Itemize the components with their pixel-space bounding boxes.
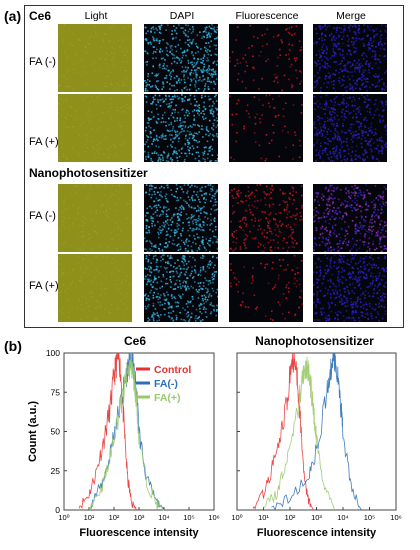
tile-light-nano-fa-plus bbox=[58, 254, 132, 322]
y-tick-label-0-1: 25 bbox=[51, 466, 61, 476]
chart-title-nanophotosensitizer: Nanophotosensitizer bbox=[255, 334, 374, 348]
series-line-1-control bbox=[252, 352, 314, 511]
group-title-nanophotosensitizer: Nanophotosensitizer bbox=[29, 166, 148, 180]
x-tick-label-1-2: 10² bbox=[285, 513, 296, 522]
tile-light-nano-fa-minus bbox=[58, 184, 132, 252]
series-line-0-control bbox=[78, 352, 137, 511]
plot-frame-1 bbox=[236, 352, 397, 511]
panel-b-label: (b) bbox=[4, 338, 22, 354]
tile-fluorescence-ce6-fa-plus bbox=[229, 94, 303, 162]
tile-fluorescence-ce6-fa-minus bbox=[229, 24, 303, 92]
tile-light-ce6-fa-plus bbox=[58, 94, 132, 162]
series-line-0-fa bbox=[88, 352, 164, 511]
row-label-ce6-fa-plus: FA (+) bbox=[29, 136, 59, 148]
x-tick-label-1-6: 10⁶ bbox=[390, 513, 401, 522]
y-tick-label-0-2: 50 bbox=[51, 427, 61, 437]
x-tick-label-1-3: 10³ bbox=[311, 513, 322, 522]
chart-title-ce6: Ce6 bbox=[123, 334, 146, 348]
tile-merge-ce6-fa-minus bbox=[313, 24, 387, 92]
tile-fluorescence-nano-fa-minus bbox=[229, 184, 303, 252]
x-tick-label-0-5: 10⁵ bbox=[183, 513, 194, 522]
tile-light-ce6-fa-minus bbox=[58, 24, 132, 92]
column-header-merge: Merge bbox=[336, 10, 366, 22]
x-tick-label-0-6: 10⁶ bbox=[208, 513, 219, 522]
tile-dapi-nano-fa-plus bbox=[144, 254, 218, 322]
row-label-nano-fa-plus: FA (+) bbox=[29, 280, 59, 292]
tile-dapi-nano-fa-minus bbox=[144, 184, 218, 252]
x-tick-label-0-3: 10³ bbox=[134, 513, 145, 522]
series-line-1-fa bbox=[263, 356, 336, 511]
legend-label-1: FA(-) bbox=[154, 378, 178, 390]
row-label-ce6-fa-minus: FA (-) bbox=[29, 56, 56, 68]
tile-merge-nano-fa-plus bbox=[313, 254, 387, 322]
panel-a-frame bbox=[24, 5, 404, 328]
x-tick-label-0-2: 10² bbox=[109, 513, 120, 522]
series-line-1-fa bbox=[271, 352, 362, 511]
legend-label-2: FA(+) bbox=[154, 392, 181, 404]
x-axis-label-0: Fluorescence intensity bbox=[79, 527, 199, 539]
group-title-ce6: Ce6 bbox=[29, 9, 52, 23]
column-header-fluorescence: Fluorescence bbox=[235, 10, 299, 22]
tile-merge-nano-fa-minus bbox=[313, 184, 387, 252]
x-tick-label-1-4: 10⁴ bbox=[337, 513, 349, 522]
tile-fluorescence-nano-fa-plus bbox=[229, 254, 303, 322]
tile-merge-ce6-fa-plus bbox=[313, 94, 387, 162]
x-tick-label-0-1: 10¹ bbox=[84, 513, 95, 522]
legend-label-0: Control bbox=[154, 364, 191, 376]
column-header-light: Light bbox=[84, 10, 108, 22]
x-tick-label-0-4: 10⁴ bbox=[158, 513, 170, 522]
y-tick-label-0-3: 75 bbox=[51, 387, 61, 397]
x-tick-label-0-0: 10⁰ bbox=[58, 513, 69, 522]
x-tick-label-1-5: 10⁵ bbox=[364, 513, 375, 522]
column-header-dapi: DAPI bbox=[169, 10, 195, 22]
x-tick-label-1-1: 10¹ bbox=[258, 513, 269, 522]
tile-dapi-ce6-fa-plus bbox=[144, 94, 218, 162]
row-label-nano-fa-minus: FA (-) bbox=[29, 210, 56, 222]
y-tick-label-0-4: 100 bbox=[46, 348, 60, 358]
panel-a-label: (a) bbox=[4, 8, 22, 24]
flow-cytometry-charts: 10⁰ 10¹ 10² 10³ 10⁴ 10⁵ 10⁶ 0 25 50 75 100 Fluoresce… bbox=[27, 348, 402, 539]
x-tick-label-1-0: 10⁰ bbox=[231, 513, 242, 522]
x-axis-label-1: Fluorescence intensity bbox=[257, 527, 377, 539]
y-axis-label-0: Count (a.u.) bbox=[27, 401, 39, 462]
tile-dapi-ce6-fa-minus bbox=[144, 24, 218, 92]
y-tick-label-0-0: 0 bbox=[55, 505, 60, 515]
